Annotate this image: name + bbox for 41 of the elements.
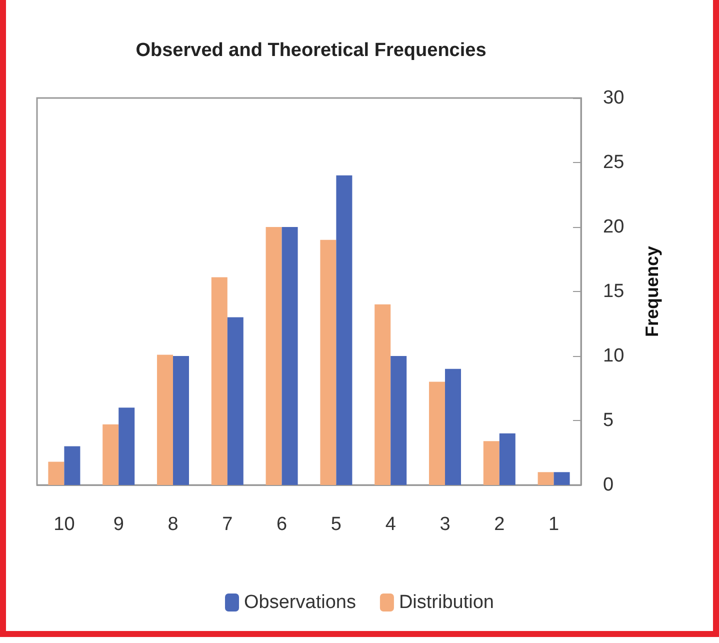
x-tick-label: 4 — [385, 514, 396, 535]
bar — [102, 424, 119, 485]
bar — [157, 354, 173, 485]
x-tick-label: 1 — [548, 514, 560, 535]
y-tick-label: 20 — [603, 216, 624, 238]
bar — [173, 356, 189, 485]
x-tick-label: 6 — [276, 514, 288, 535]
bar — [429, 382, 445, 485]
y-tick-label: 10 — [603, 346, 624, 366]
y-tick-label: 5 — [603, 410, 614, 431]
bar — [64, 446, 80, 485]
x-tick-label: 2 — [494, 514, 505, 535]
x-tick-label: 10 — [54, 514, 75, 535]
bar — [538, 472, 554, 485]
x-tick-label: 7 — [222, 514, 233, 535]
chart-title: Observed and Theoretical Frequencies — [136, 40, 486, 61]
x-tick-label: 3 — [440, 514, 450, 535]
bar — [282, 227, 298, 485]
y-tick-label: 30 — [603, 88, 624, 108]
legend-label: Observations — [244, 592, 356, 613]
y-tick-label: 0 — [603, 474, 614, 496]
bar — [118, 408, 135, 485]
x-tick-label: 9 — [113, 514, 124, 535]
bar — [499, 433, 516, 485]
x-tick-label: 8 — [168, 514, 178, 535]
bar — [227, 317, 244, 485]
bar — [48, 462, 64, 485]
bar — [390, 356, 407, 485]
bar — [554, 472, 570, 485]
bar — [211, 277, 228, 485]
bar — [266, 227, 282, 485]
x-tick-label: 5 — [330, 514, 342, 535]
y-tick-label: 25 — [603, 152, 624, 173]
bar — [320, 240, 336, 485]
bar — [483, 441, 500, 485]
bar — [374, 304, 391, 485]
y-axis-title: Frequency — [642, 246, 662, 338]
legend-label: Distribution — [398, 592, 494, 613]
bar — [336, 175, 352, 485]
bar — [445, 368, 461, 485]
y-tick-label: 15 — [603, 281, 624, 302]
